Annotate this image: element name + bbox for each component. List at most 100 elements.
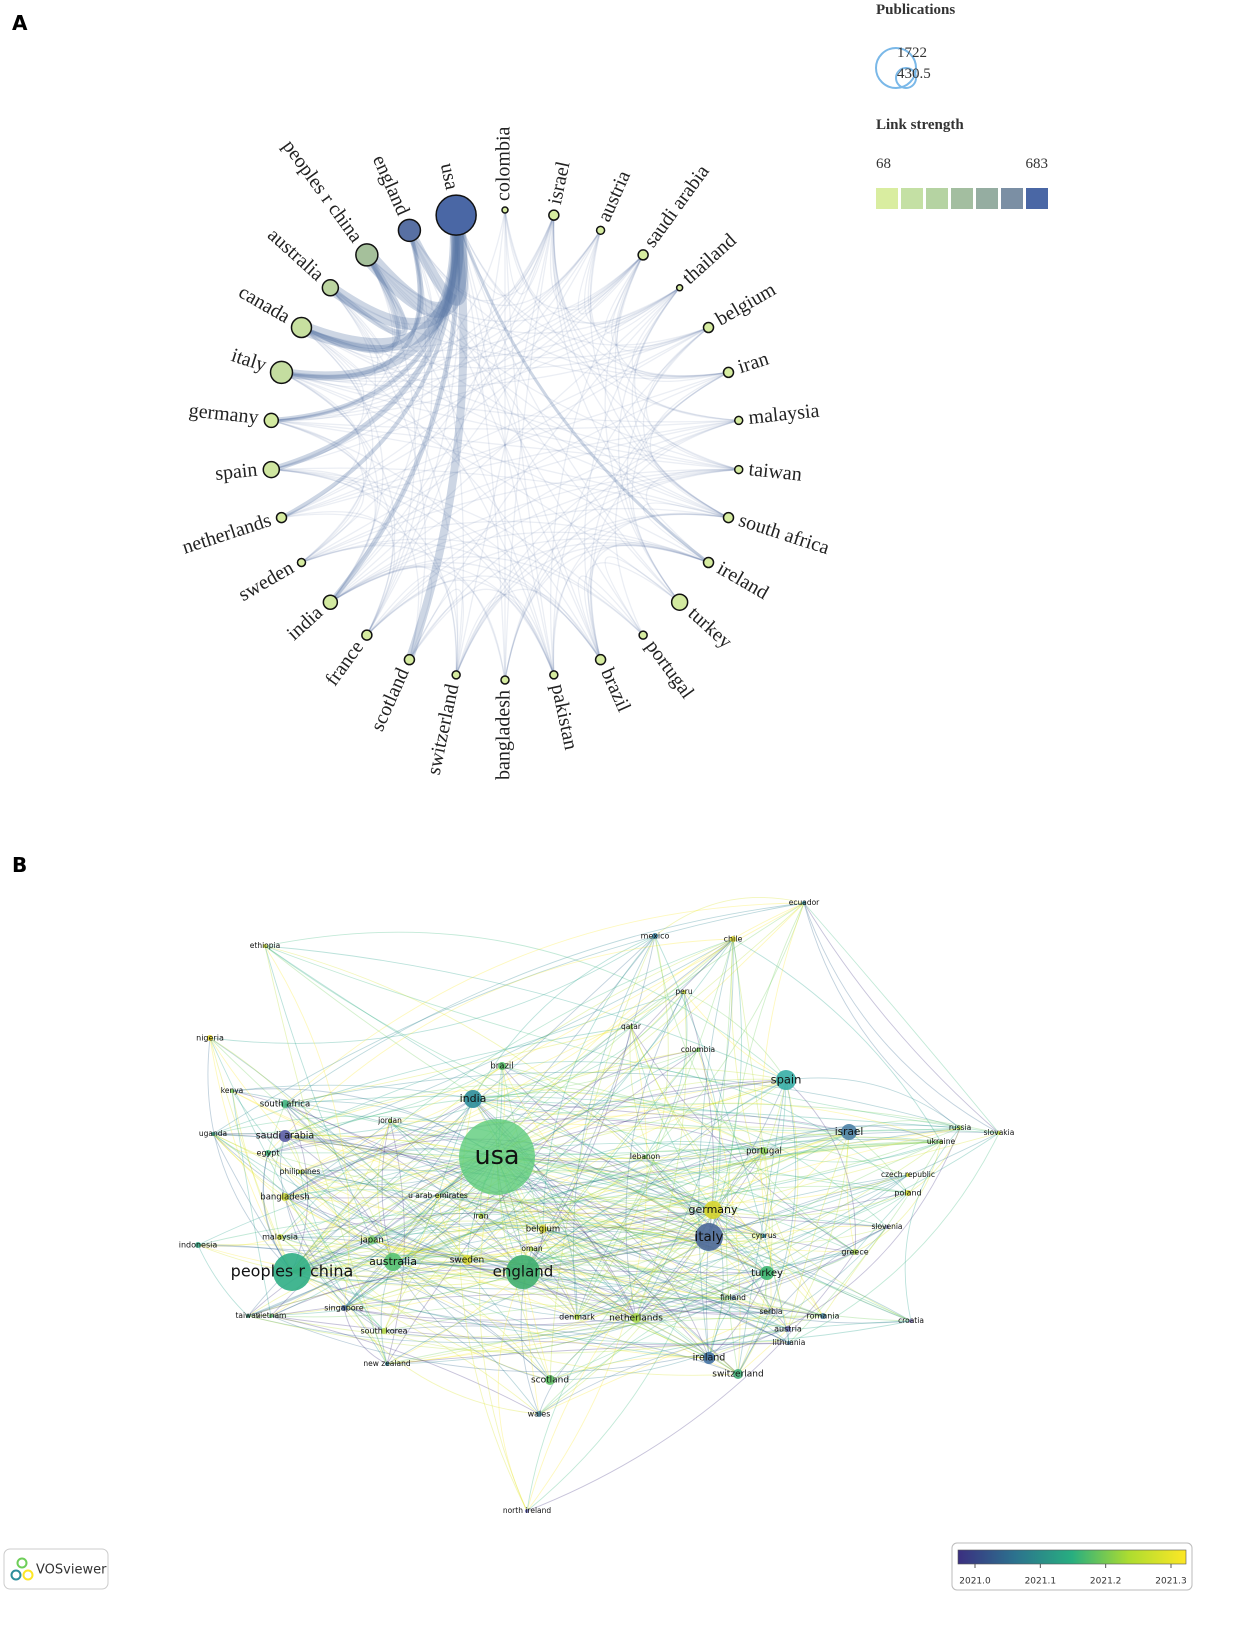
node-label: czech republic [881,1170,935,1179]
link [614,254,729,519]
link [270,215,460,473]
edge [284,1135,739,1375]
edge [538,1141,942,1415]
edge [526,1026,648,1512]
link [645,468,739,564]
link [408,230,681,603]
node [906,1173,910,1177]
edge [284,1088,765,1152]
edge [708,938,742,1238]
link [329,214,555,603]
link [455,214,681,603]
edge [299,1171,710,1247]
edge [501,1065,646,1158]
edge [284,1150,765,1199]
node-label: north ireland [503,1506,552,1515]
edge [907,1127,961,1194]
node [211,1132,215,1136]
node [997,1131,1001,1135]
edge [291,1248,524,1273]
node-label: finland [720,1293,746,1302]
edge [264,931,787,1081]
edge [291,1254,468,1273]
edge [472,1049,699,1100]
edge [231,1090,524,1273]
link [366,575,602,661]
node [670,593,689,611]
edge [392,1230,912,1322]
legend-size-circle [895,67,917,89]
node-label: u arab emirates [408,1191,468,1200]
link [281,371,379,603]
edge [501,1061,909,1194]
link [271,254,394,422]
link [271,287,681,422]
edge [708,1131,850,1238]
edge [284,1103,768,1274]
edge [392,1141,942,1263]
node [536,1411,542,1417]
node-label: mexico [641,932,670,941]
link [553,215,739,422]
link [552,215,729,377]
link [329,287,459,675]
node-label: vietnam [256,1311,287,1320]
node-label: austria [774,1325,802,1334]
link [281,214,555,377]
edge [496,1078,787,1158]
edge [299,1171,468,1261]
edge [291,1220,544,1273]
node [361,629,373,641]
link [455,214,729,377]
edge [522,1049,699,1273]
edge [197,1244,551,1381]
link [614,254,729,380]
node-label: ukraine [927,1137,956,1146]
edge [785,1077,961,1129]
edge [389,1120,942,1143]
edge [549,1226,888,1381]
link [281,229,602,378]
link [577,230,644,315]
link [504,468,739,681]
edge [712,1209,789,1330]
edge [576,1079,787,1318]
edge [496,1156,739,1375]
node [702,321,715,334]
link [271,419,376,603]
edge [284,1118,765,1198]
node [403,653,416,666]
edge [247,1156,498,1317]
node [530,1247,534,1251]
edge [212,1065,503,1135]
link [330,531,709,603]
legend-swatch [976,188,998,209]
link [504,215,555,681]
colorbar-tick-label: 2021.3 [1155,1577,1187,1587]
logo-icon [16,1557,28,1569]
edge [291,1247,772,1313]
edge [766,1251,856,1274]
edge [635,938,734,1319]
edge [267,938,734,1154]
edge [383,1317,637,1340]
edge [644,1156,768,1274]
node [275,511,288,524]
edge [279,1236,345,1309]
edge [522,1049,699,1273]
edge [522,1026,632,1273]
edge [542,1226,710,1238]
edge [635,1209,714,1319]
link [552,215,729,519]
edge [299,1171,385,1332]
node-label: slovenia [871,1222,902,1231]
edge [247,1127,961,1317]
node [695,1223,723,1251]
edge [392,1261,551,1381]
edge [371,1148,765,1241]
edge [708,1226,888,1244]
link [271,326,365,471]
edge [522,1235,765,1273]
edge [708,1272,768,1359]
link [271,468,457,675]
